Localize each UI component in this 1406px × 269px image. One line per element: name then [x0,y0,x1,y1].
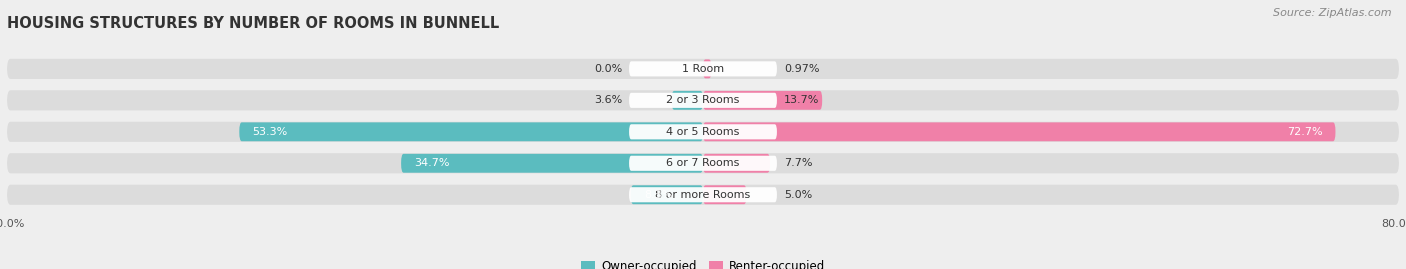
FancyBboxPatch shape [7,185,1399,205]
Text: 72.7%: 72.7% [1286,127,1323,137]
Text: 34.7%: 34.7% [415,158,450,168]
Text: 6 or 7 Rooms: 6 or 7 Rooms [666,158,740,168]
FancyBboxPatch shape [703,185,747,204]
FancyBboxPatch shape [628,187,778,202]
FancyBboxPatch shape [703,91,823,110]
FancyBboxPatch shape [7,59,1399,79]
FancyBboxPatch shape [628,93,778,108]
Text: 53.3%: 53.3% [252,127,288,137]
Text: 3.6%: 3.6% [593,95,621,105]
Text: 4 or 5 Rooms: 4 or 5 Rooms [666,127,740,137]
FancyBboxPatch shape [628,124,778,139]
FancyBboxPatch shape [703,154,770,173]
Text: 8.3%: 8.3% [644,190,672,200]
FancyBboxPatch shape [7,122,1399,142]
FancyBboxPatch shape [631,185,703,204]
FancyBboxPatch shape [401,154,703,173]
Text: HOUSING STRUCTURES BY NUMBER OF ROOMS IN BUNNELL: HOUSING STRUCTURES BY NUMBER OF ROOMS IN… [7,16,499,31]
FancyBboxPatch shape [239,122,703,141]
Text: 13.7%: 13.7% [785,95,820,105]
FancyBboxPatch shape [703,59,711,78]
FancyBboxPatch shape [672,91,703,110]
FancyBboxPatch shape [703,122,1336,141]
FancyBboxPatch shape [628,61,778,76]
Text: 2 or 3 Rooms: 2 or 3 Rooms [666,95,740,105]
FancyBboxPatch shape [7,153,1399,173]
FancyBboxPatch shape [628,156,778,171]
Legend: Owner-occupied, Renter-occupied: Owner-occupied, Renter-occupied [581,260,825,269]
Text: Source: ZipAtlas.com: Source: ZipAtlas.com [1274,8,1392,18]
Text: 0.97%: 0.97% [785,64,820,74]
Text: 7.7%: 7.7% [785,158,813,168]
Text: 5.0%: 5.0% [785,190,813,200]
Text: 1 Room: 1 Room [682,64,724,74]
Text: 8 or more Rooms: 8 or more Rooms [655,190,751,200]
FancyBboxPatch shape [7,90,1399,110]
Text: 0.0%: 0.0% [593,64,621,74]
